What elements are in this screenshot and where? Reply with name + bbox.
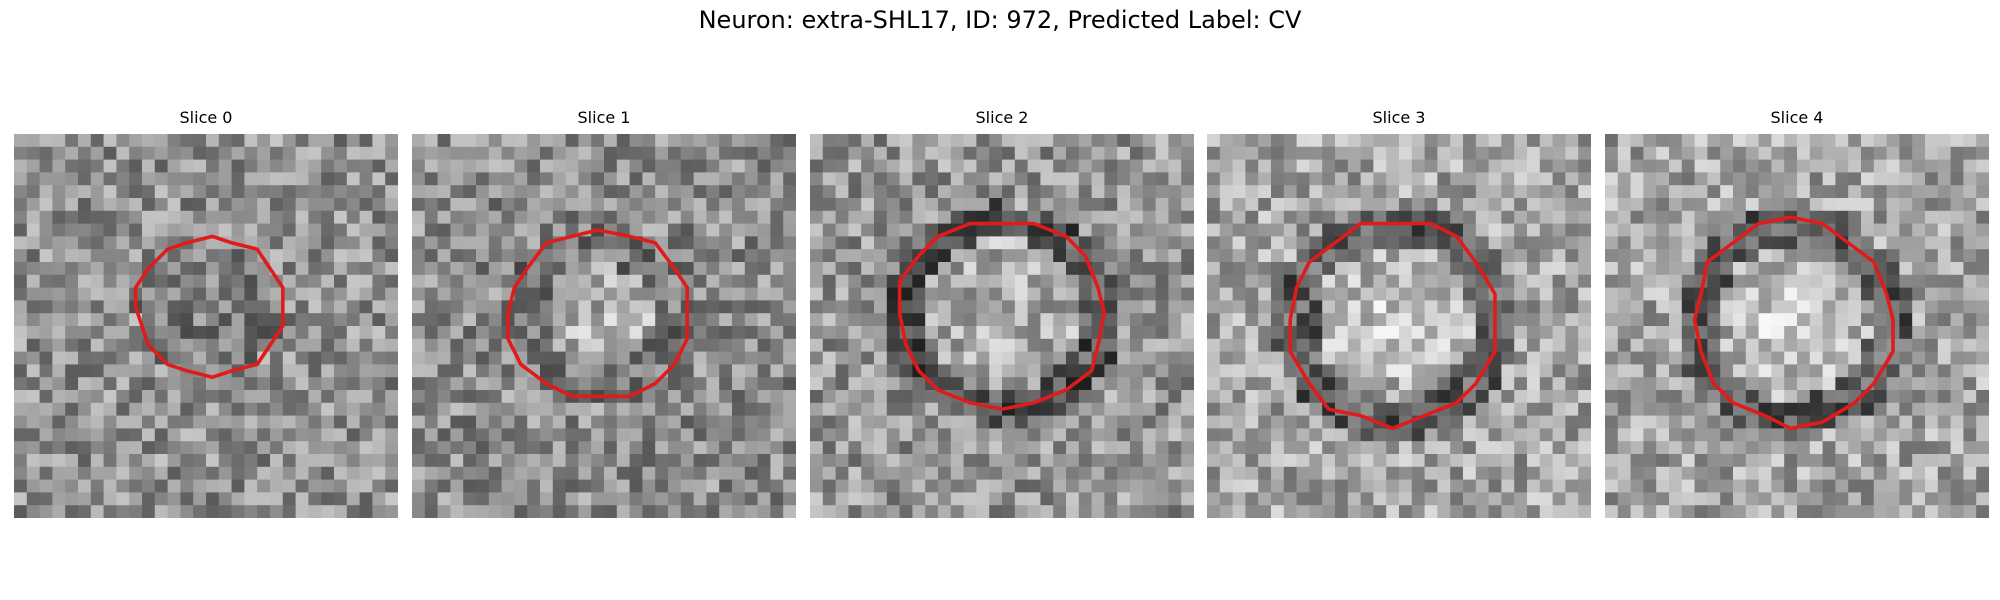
slice-title: Slice 0	[179, 108, 233, 127]
slice-panel-2: Slice 2	[810, 108, 1194, 522]
slice-panel-0: Slice 0	[14, 108, 398, 522]
slice-panel-1: Slice 1	[412, 108, 796, 522]
slice-panel-3: Slice 3	[1207, 108, 1591, 522]
slice-panel-4: Slice 4	[1605, 108, 1989, 522]
segmentation-contour	[1288, 221, 1497, 431]
slice-title: Slice 3	[1372, 108, 1426, 127]
slice-image	[810, 134, 1194, 518]
slice-image	[1605, 134, 1989, 518]
segmentation-contour	[897, 221, 1107, 412]
slice-image	[412, 134, 796, 518]
slice-title: Slice 1	[577, 108, 631, 127]
figure-title: Neuron: extra-SHL17, ID: 972, Predicted …	[698, 6, 1302, 34]
slice-title: Slice 4	[1770, 108, 1824, 127]
segmentation-contour	[133, 234, 285, 380]
segmentation-contour	[506, 228, 689, 399]
slice-image	[14, 134, 398, 518]
slice-title: Slice 2	[975, 108, 1029, 127]
segmentation-contour	[1692, 215, 1895, 431]
slice-image	[1207, 134, 1591, 518]
